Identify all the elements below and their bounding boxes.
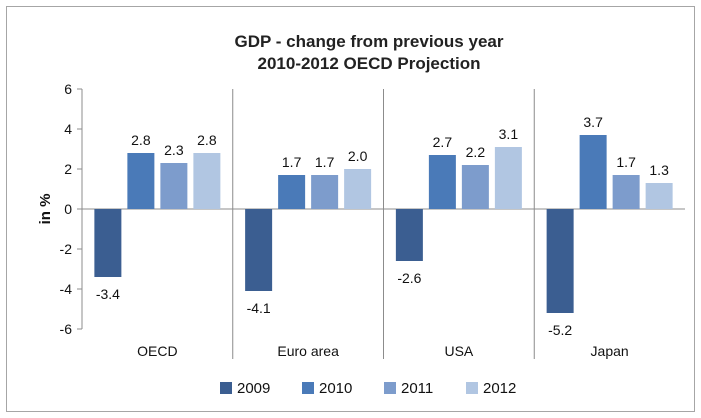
bar	[94, 209, 122, 277]
y-tick-label: 2	[64, 161, 72, 177]
data-labels: -3.4 2.8 2.3 2.8 -4.1 1.7 1.7 2.0 -2.6 2.7 2.2 3.1 -…	[96, 114, 669, 338]
data-label: 2.2	[466, 144, 486, 160]
data-label: 2.8	[197, 132, 217, 148]
axes: 6 4 2 0 -2 -4 -6 OECD Euro area USA Japan	[60, 81, 685, 359]
data-label: 1.7	[282, 154, 302, 170]
legend: 2009 2010 2011 2012	[220, 380, 516, 397]
bar	[579, 135, 607, 209]
legend-swatch	[384, 382, 396, 394]
data-label: 3.1	[499, 126, 519, 142]
y-axis-label: in %	[37, 194, 54, 225]
data-label: 2.8	[131, 132, 151, 148]
legend-label: 2012	[483, 380, 516, 397]
y-tick-label: 0	[64, 201, 72, 217]
bar	[428, 155, 456, 209]
data-label: 3.7	[583, 114, 603, 130]
bar	[461, 165, 489, 209]
data-label: 1.7	[315, 154, 335, 170]
data-label: -4.1	[247, 300, 271, 316]
y-tick-label: -2	[60, 241, 73, 257]
legend-label: 2009	[237, 380, 270, 397]
bar	[193, 153, 221, 209]
data-label: 1.7	[616, 154, 636, 170]
bar	[546, 209, 574, 313]
legend-label: 2011	[401, 380, 433, 397]
bar	[127, 153, 155, 209]
legend-swatch	[466, 382, 478, 394]
data-label: 2.3	[164, 142, 184, 158]
bar	[245, 209, 273, 291]
bar	[278, 175, 306, 209]
data-label: -3.4	[96, 286, 120, 302]
bar	[344, 169, 372, 209]
category-label: Euro area	[277, 343, 339, 359]
y-tick-label: 6	[64, 81, 72, 97]
legend-label: 2010	[319, 380, 352, 397]
bars	[94, 135, 673, 313]
data-label: 1.3	[649, 162, 669, 178]
data-label: -2.6	[397, 270, 421, 286]
chart-subtitle: 2010-2012 OECD Projection	[258, 54, 481, 73]
chart-title: GDP - change from previous year	[235, 32, 504, 51]
category-label: USA	[444, 343, 473, 359]
bar	[612, 175, 640, 209]
legend-swatch	[302, 382, 314, 394]
bar	[311, 175, 339, 209]
bar	[395, 209, 423, 261]
bar	[494, 147, 522, 209]
data-label: 2.7	[433, 134, 453, 150]
data-label: 2.0	[348, 148, 368, 164]
data-label: -5.2	[548, 322, 572, 338]
y-tick-label: 4	[64, 121, 72, 137]
bar	[645, 183, 673, 209]
category-label: OECD	[137, 343, 177, 359]
legend-swatch	[220, 382, 232, 394]
y-tick-label: -4	[60, 281, 73, 297]
category-label: Japan	[591, 343, 629, 359]
bar	[160, 163, 188, 209]
y-tick-label: -6	[60, 321, 73, 337]
